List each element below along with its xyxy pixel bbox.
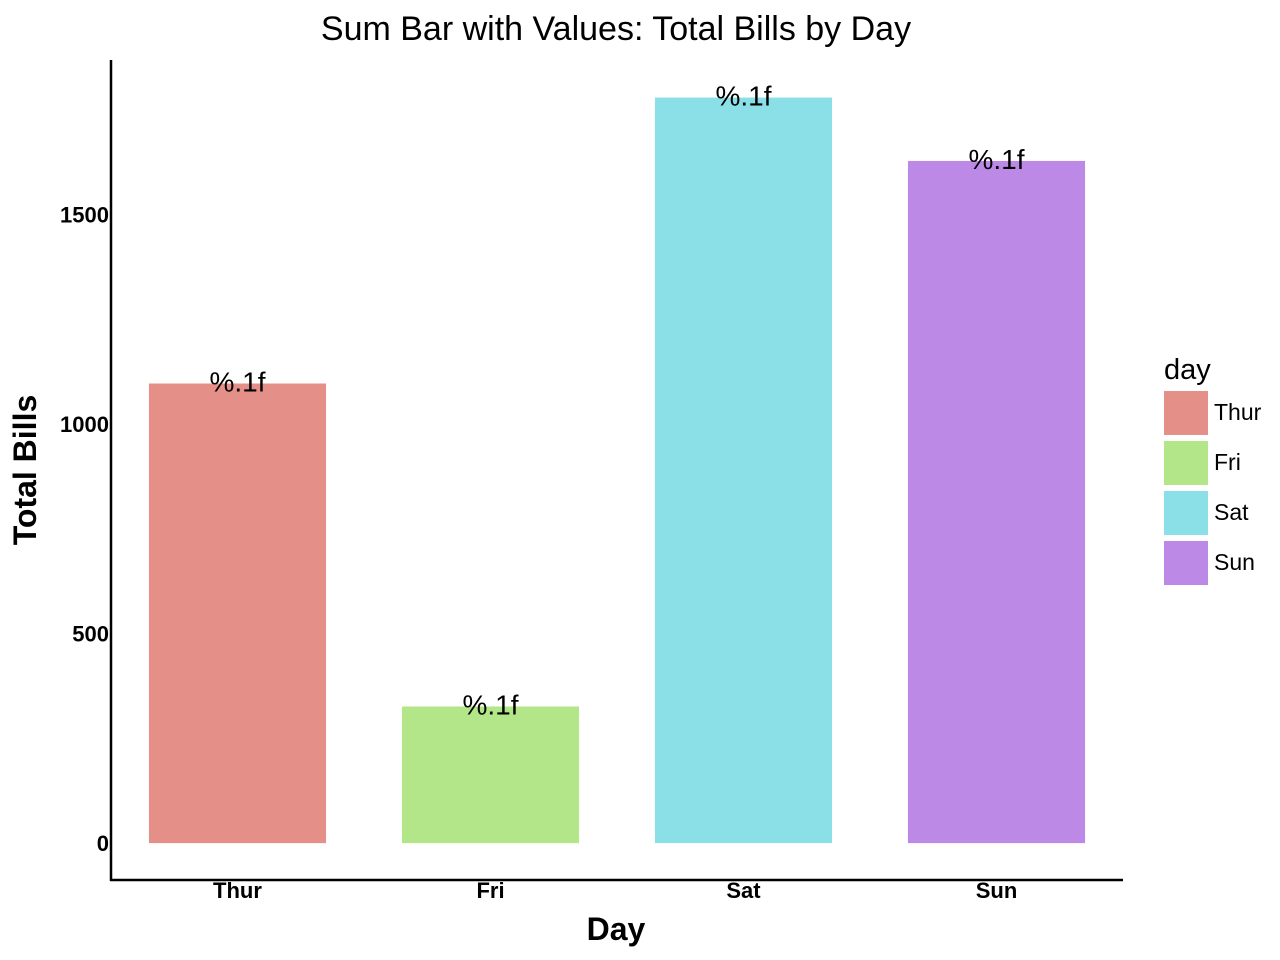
x-tick-label-sun: Sun [976,878,1018,903]
x-axis-title: Day [587,911,646,947]
legend-label-fri: Fri [1214,449,1241,475]
y-tick-label-500: 500 [72,621,109,646]
y-tick-label-1000: 1000 [60,412,109,437]
legend-label-thur: Thur [1214,399,1262,425]
legend-swatch-thur [1164,391,1208,435]
bar-value-label-sat: %.1f [715,81,771,112]
y-tick-label-0: 0 [97,831,109,856]
y-axis-ticks: 0 500 1000 1500 [60,202,109,856]
legend-label-sun: Sun [1214,549,1255,575]
bar-sun [907,160,1086,844]
legend-swatch-fri [1164,441,1208,485]
bar-value-label-thur: %.1f [209,367,265,398]
bar-fri [401,706,580,844]
chart-title: Sum Bar with Values: Total Bills by Day [321,10,911,48]
x-tick-label-thur: Thur [213,878,262,903]
x-tick-label-sat: Sat [726,878,761,903]
y-axis-title: Total Bills [7,395,43,546]
legend-swatch-sat [1164,491,1208,535]
bar-value-label-fri: %.1f [462,689,518,720]
bars-group [148,97,1086,844]
x-tick-label-fri: Fri [476,878,504,903]
legend-label-sat: Sat [1214,499,1249,525]
bar-value-label-sun: %.1f [968,144,1024,175]
bar-labels-group: %.1f %.1f %.1f %.1f [209,81,1024,721]
bar-thur [148,383,327,844]
legend: day Thur Fri Sat Sun [1164,354,1262,585]
y-tick-label-1500: 1500 [60,202,109,227]
x-axis-ticks: Thur Fri Sat Sun [213,878,1017,903]
bar-sat [654,97,833,844]
legend-title: day [1164,354,1211,386]
legend-items: Thur Fri Sat Sun [1164,391,1262,585]
legend-swatch-sun [1164,541,1208,585]
